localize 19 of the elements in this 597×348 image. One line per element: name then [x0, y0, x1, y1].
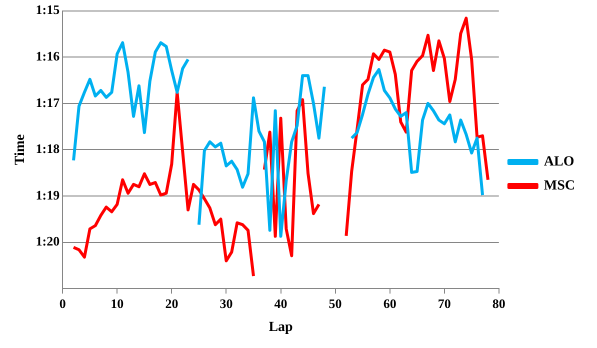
x-tick-label: 60	[383, 296, 396, 311]
x-axis-title: Lap	[268, 320, 294, 336]
y-tick-label: 1:20	[36, 234, 60, 249]
x-tick-label: 50	[328, 296, 342, 311]
x-tick-label: 70	[438, 296, 451, 311]
y-tick-label: 1:16	[36, 48, 60, 64]
y-tick-label: 1:15	[36, 2, 60, 18]
y-axis-title: Time	[13, 134, 28, 166]
y-tick-label: 1:17	[36, 94, 60, 110]
x-tick-label: 0	[59, 296, 66, 311]
x-tick-label: 30	[220, 296, 233, 311]
x-tick-label: 20	[165, 296, 178, 311]
y-tick-label: 1:18	[36, 141, 60, 156]
x-tick-label: 80	[492, 296, 506, 311]
legend-label: ALO	[544, 154, 574, 170]
x-tick-label: 40	[274, 296, 288, 311]
y-tick-label: 1:19	[36, 187, 60, 202]
legend-label: MSC	[544, 178, 576, 194]
x-tick-label: 10	[110, 296, 124, 311]
